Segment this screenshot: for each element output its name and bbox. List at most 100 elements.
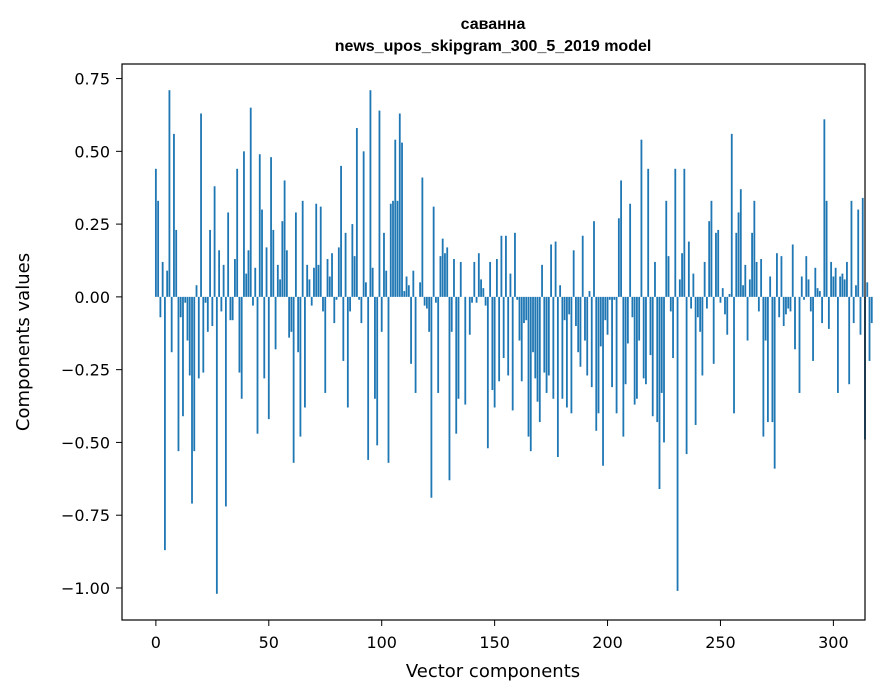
bar-5 [166, 270, 169, 297]
bar-22 [204, 296, 207, 303]
bar-100 [380, 296, 383, 332]
bar-169 [536, 296, 539, 402]
bar-305 [843, 279, 846, 297]
bar-96 [371, 267, 374, 297]
bar-158 [511, 296, 514, 411]
x-tick-label: 300 [818, 633, 849, 652]
bar-190 [584, 296, 586, 341]
bar-31 [224, 296, 227, 507]
bar-317 [870, 296, 873, 324]
bar-290 [809, 296, 812, 312]
bar-309 [852, 296, 855, 324]
bar-278 [782, 296, 785, 326]
bar-193 [590, 296, 593, 388]
bar-165 [527, 296, 530, 437]
y-tick-label: 0.75 [74, 70, 110, 89]
bar-84 [344, 232, 347, 297]
bar-189 [581, 235, 584, 297]
bar-227 [667, 256, 670, 297]
bar-155 [505, 235, 507, 297]
bar-211 [631, 296, 634, 318]
bar-218 [647, 168, 650, 297]
bar-261 [744, 264, 747, 297]
bar-111 [405, 276, 408, 297]
bar-244 [706, 296, 708, 309]
bar-166 [529, 296, 532, 452]
bar-247 [712, 296, 715, 364]
bar-54 [276, 264, 279, 297]
bar-296 [823, 119, 826, 297]
bar-168 [534, 296, 537, 379]
bar-222 [656, 296, 659, 423]
bar-162 [520, 296, 523, 382]
x-tick-label: 0 [151, 633, 161, 652]
bar-139 [468, 296, 471, 335]
bar-182 [565, 296, 568, 408]
bar-17 [193, 296, 196, 452]
bar-49 [265, 247, 268, 297]
bar-256 [733, 296, 735, 414]
bar-68 [308, 279, 311, 297]
bar-46 [258, 154, 261, 297]
bar-10 [177, 296, 180, 452]
bar-80 [335, 296, 338, 300]
bar-303 [839, 276, 842, 297]
bar-104 [389, 203, 392, 297]
bar-56 [281, 221, 284, 297]
bar-281 [789, 296, 792, 312]
bar-176 [552, 296, 555, 399]
bar-316 [868, 296, 871, 361]
bar-44 [254, 267, 257, 297]
bar-112 [407, 285, 410, 297]
bar-202 [611, 296, 613, 388]
bar-51 [270, 157, 272, 297]
x-tick-label: 50 [259, 633, 279, 652]
bar-76 [326, 259, 329, 297]
bar-40 [245, 273, 248, 297]
bar-123 [432, 206, 435, 297]
bar-295 [821, 296, 823, 324]
bar-92 [362, 151, 365, 297]
bar-106 [394, 139, 397, 297]
bar-130 [448, 296, 451, 481]
bar-121 [428, 296, 431, 332]
bar-272 [769, 276, 772, 297]
bar-13 [184, 296, 187, 303]
bar-58 [285, 250, 288, 297]
bar-88 [353, 256, 356, 297]
bar-249 [717, 229, 720, 297]
bar-203 [613, 296, 616, 300]
bar-73 [319, 206, 322, 297]
bar-150 [493, 296, 496, 408]
bar-205 [617, 218, 620, 297]
bar-37 [238, 296, 241, 373]
bar-67 [306, 264, 309, 297]
bar-137 [464, 296, 467, 405]
x-tick-label: 250 [705, 633, 736, 652]
bar-81 [337, 247, 340, 297]
bar-194 [593, 221, 595, 297]
bar-30 [222, 264, 225, 297]
bar-238 [692, 273, 695, 297]
bar-204 [615, 296, 618, 414]
bar-269 [762, 296, 765, 437]
bar-35 [234, 259, 236, 297]
y-tick-label: 0.00 [74, 288, 110, 307]
bar-214 [638, 296, 641, 341]
bar-255 [730, 133, 733, 297]
bar-71 [315, 203, 318, 297]
y-tick-label: −0.50 [61, 433, 110, 452]
bar-62 [294, 212, 297, 297]
bar-259 [739, 189, 742, 297]
bar-74 [322, 296, 324, 312]
bar-60 [290, 296, 293, 332]
bar-14 [186, 296, 189, 341]
bar-208 [624, 296, 627, 385]
bar-125 [437, 296, 440, 393]
bar-1 [157, 200, 160, 297]
bar-250 [719, 296, 722, 303]
bar-75 [324, 296, 327, 393]
bar-197 [599, 296, 602, 347]
bar-90 [358, 296, 361, 300]
